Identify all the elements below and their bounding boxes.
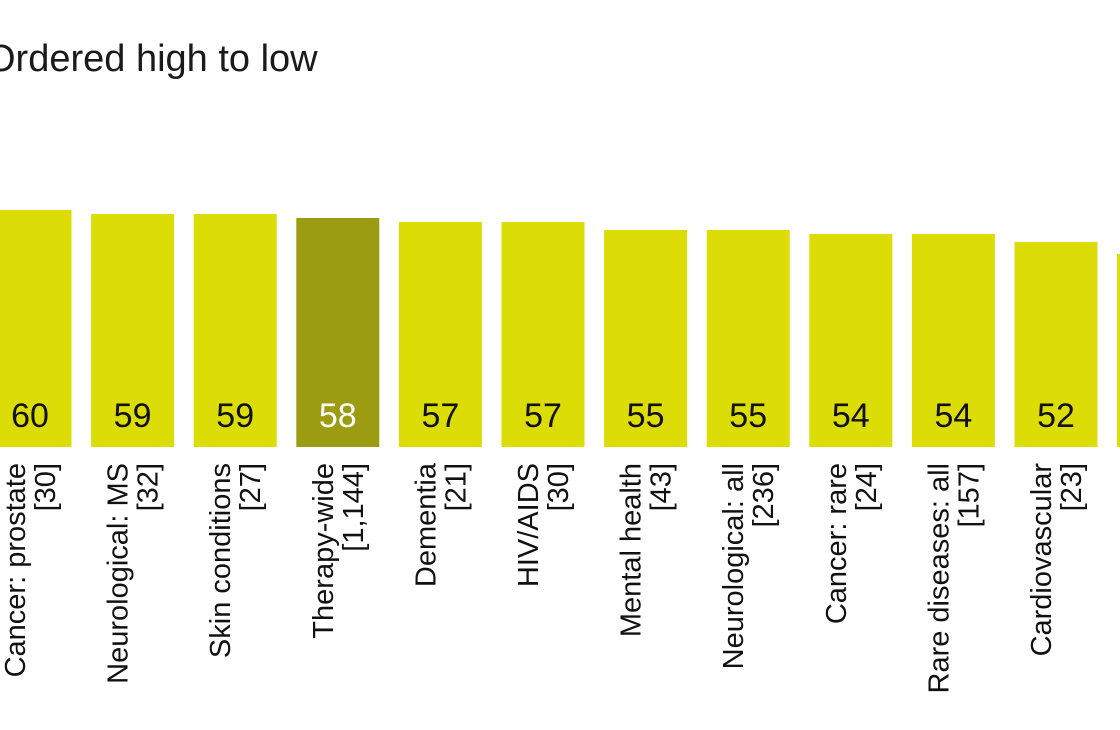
bar-value-label: 55 (729, 397, 767, 435)
category-label-group: Mental health[43] (616, 463, 678, 637)
bar (706, 230, 790, 447)
bar (296, 218, 380, 447)
bars-layer (0, 210, 1120, 447)
category-labels-layer: Cancer: prostate[30] Neurological: MS[32]… (0, 462, 1088, 693)
category-count-label: [23] (1056, 463, 1088, 511)
category-label-group: HIV/AIDS[30] (513, 463, 575, 587)
category-count-label: [43] (646, 463, 678, 511)
category-count-label: [1,144] (338, 463, 370, 552)
bar-value-label: 52 (1037, 397, 1075, 435)
bar-value-label: 59 (114, 397, 152, 435)
bar (604, 230, 688, 447)
category-label-group: Dementia[21] (410, 462, 472, 587)
category-count-label: [21] (440, 463, 472, 511)
category-label: Cardiovascular (1026, 463, 1058, 657)
category-count-label: [32] (133, 463, 165, 511)
category-label-group: Cancer: prostate[30] (0, 463, 62, 677)
bar (809, 234, 893, 447)
category-label: Neurological: MS (103, 463, 135, 684)
category-count-label: [30] (30, 463, 62, 511)
category-count-label: [24] (851, 463, 883, 511)
category-label: Rare diseases: all (923, 463, 955, 694)
bar (911, 234, 995, 447)
bar-value-label: 54 (934, 397, 972, 435)
bar-partial (1117, 254, 1120, 447)
bar (398, 222, 482, 447)
category-label: Skin conditions (205, 463, 237, 658)
category-label-group: Neurological: MS[32] (103, 463, 165, 684)
bar-value-label: 60 (11, 397, 49, 435)
category-label-group: Cardiovascular[23] (1026, 463, 1088, 657)
bar (1014, 242, 1098, 447)
category-label-group: Therapy-wide[1,144] (308, 463, 370, 639)
bar (0, 210, 72, 447)
category-count-label: [157] (953, 463, 985, 528)
category-label: Cancer: rare (821, 463, 853, 624)
category-count-label: [30] (543, 463, 575, 511)
bar (501, 222, 585, 447)
category-label-group: Rare diseases: all[157] (923, 463, 985, 694)
chart-title: Ordered high to low (0, 38, 318, 80)
bar-value-label: 59 (216, 397, 254, 435)
category-label-group: Neurological: all[236] (718, 463, 780, 669)
category-label: Cancer: prostate (0, 463, 32, 677)
category-label-group: Cancer: rare[24] (821, 463, 883, 624)
bar-value-label: 57 (421, 397, 459, 435)
bar-value-label: 57 (524, 397, 562, 435)
category-label: HIV/AIDS (513, 463, 545, 587)
category-count-label: [27] (235, 463, 267, 511)
category-label-group: Skin conditions[27] (205, 463, 267, 658)
bar-value-label: 55 (627, 397, 665, 435)
category-label: Dementia (410, 462, 442, 587)
category-label: Mental health (616, 463, 648, 637)
bar (91, 214, 175, 447)
category-label: Neurological: all (718, 463, 750, 669)
bar (193, 214, 277, 447)
bar-value-label: 58 (319, 397, 357, 435)
category-count-label: [236] (748, 463, 780, 528)
category-label: Therapy-wide (308, 463, 340, 639)
bar-value-label: 54 (832, 397, 870, 435)
value-labels-layer: 60 59 59 58 57 57 55 55 54 54 52 (11, 397, 1075, 435)
